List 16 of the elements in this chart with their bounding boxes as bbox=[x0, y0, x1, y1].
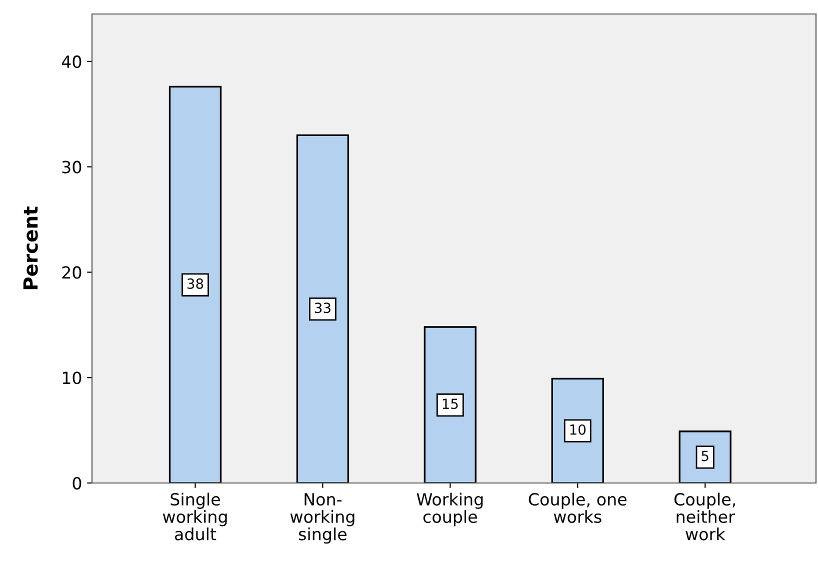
x-tick-label: Single working adult bbox=[162, 492, 227, 540]
y-tick-label: 0 bbox=[72, 476, 82, 490]
y-tick-label: 30 bbox=[62, 160, 82, 174]
x-tick-label: Couple, one works bbox=[528, 492, 626, 524]
x-tick-label: Working couple bbox=[416, 492, 483, 526]
data-label: 33 bbox=[314, 302, 330, 314]
y-axis-title: Percent bbox=[23, 206, 38, 290]
x-tick-label: Couple, neither work bbox=[674, 492, 736, 540]
y-tick-label: 10 bbox=[62, 372, 82, 384]
y-tick-label: 40 bbox=[62, 55, 82, 68]
x-tick-label: Non- working single bbox=[290, 493, 354, 544]
data-label: 10 bbox=[570, 424, 586, 435]
data-label: 15 bbox=[442, 398, 458, 410]
data-label: 5 bbox=[702, 450, 708, 462]
y-tick-label: 20 bbox=[62, 266, 82, 279]
data-label: 38 bbox=[187, 278, 204, 289]
